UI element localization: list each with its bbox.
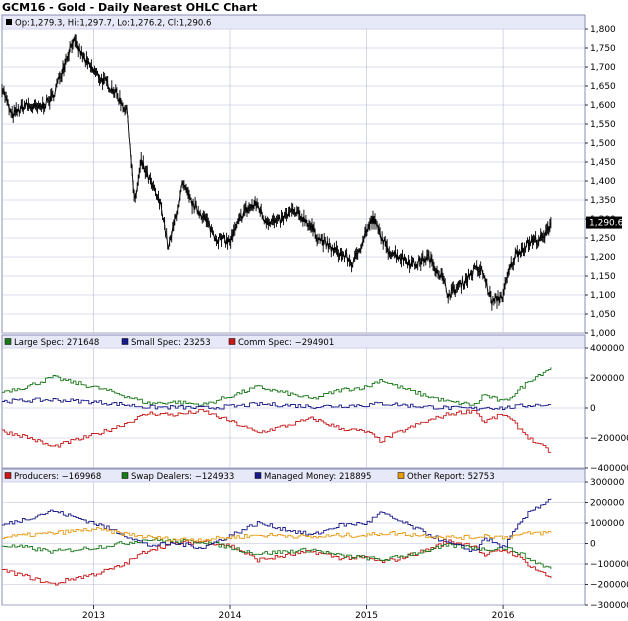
y-tick-label: 1,150: [590, 272, 616, 282]
legend-label: Swap Dealers: −124933: [131, 472, 234, 482]
x-axis: 2013 2014 2015 2016: [82, 605, 515, 621]
y-tick-label: 1,550: [590, 120, 616, 130]
legend-swatch: [397, 472, 405, 479]
y-tick-label: −400000: [590, 464, 628, 474]
y-tick-label: 1,350: [590, 196, 616, 206]
price-panel: 1,0001,0501,1001,1501,2001,2501,3001,350…: [1, 14, 624, 339]
legend-label: Small Spec: 23253: [131, 338, 211, 348]
y-tick-label: 1,000: [590, 329, 616, 339]
legend-label-price: Op:1,279.3, Hi:1,297.7, Lo:1,276.2, Cl:1…: [15, 19, 211, 29]
legend-label: Other Report: 52753: [407, 472, 495, 482]
legend-label: Large Spec: 271648: [14, 338, 99, 348]
y-tick-label: 1,200: [590, 253, 616, 263]
cot-series-line: [2, 498, 552, 553]
y-tick-label: 0: [590, 540, 596, 550]
cot-series-line: [2, 409, 552, 453]
cot-series-line: [2, 367, 552, 408]
last-price-tag: [586, 216, 622, 229]
legend-swatch: [228, 338, 236, 345]
legend-swatch: [121, 472, 129, 479]
y-tick-label: 1,650: [590, 82, 616, 92]
x-tick-label: 2013: [82, 611, 105, 621]
y-tick-label: −300000: [590, 601, 628, 611]
x-tick-label: 2015: [355, 611, 378, 621]
y-tick-label: −200000: [590, 581, 628, 591]
legend-band: [2, 15, 585, 30]
y-tick-label: 1,100: [590, 291, 616, 301]
y-tick-label: 1,600: [590, 101, 616, 111]
y-tick-label: 1,250: [590, 234, 616, 244]
legend-swatch: [4, 338, 12, 345]
chart-title: GCM16 - Gold - Daily Nearest OHLC Chart: [2, 1, 257, 14]
legend-label: Producers: −169968: [14, 472, 101, 482]
legend-swatch: [254, 472, 262, 479]
y-tick-label: 1,050: [590, 310, 616, 320]
panel-frame: [1, 468, 586, 606]
legend-label: Managed Money: 218895: [264, 472, 371, 482]
cot-disaggregated-panel: 300000 200000 100000 0 −100000 −200000 −300000…: [1, 468, 628, 611]
y-tick-label: 200000: [590, 499, 625, 509]
legend-swatch: [4, 472, 12, 479]
cot-series-line: [2, 539, 552, 586]
y-tick-label: 1,750: [590, 44, 616, 54]
y-tick-label: 300000: [590, 478, 625, 488]
cot-series-line: [2, 527, 552, 542]
y-tick-label: −200000: [590, 434, 628, 444]
y-tick-label: −100000: [590, 560, 628, 570]
x-tick-label: 2016: [492, 611, 515, 621]
y-tick-label: 1,450: [590, 158, 616, 168]
last-price-label: 1,290.6: [589, 219, 624, 229]
panel-frame: [1, 14, 586, 334]
price-series-line: [1, 34, 552, 311]
legend-label: Comm Spec: −294901: [238, 338, 334, 348]
y-tick-label: 100000: [590, 519, 625, 529]
y-tick-label: 1,800: [590, 25, 616, 35]
y-tick-label: 1,400: [590, 177, 616, 187]
legend-swatch: [121, 338, 129, 345]
x-tick-label: 2014: [219, 611, 242, 621]
legend-band: [2, 469, 585, 483]
y-tick-label: 200000: [590, 374, 625, 384]
legend-band: [2, 335, 585, 349]
cot-series-line: [2, 397, 552, 411]
legend-swatch-price: [6, 19, 12, 25]
y-tick-label: 1,500: [590, 139, 616, 149]
y-tick-label: 1,700: [590, 63, 616, 73]
cot-spec-panel: 400000 200000 0 −200000 −400000 Large Spec: 2…: [1, 334, 628, 474]
y-tick-label: 400000: [590, 344, 625, 354]
y-tick-label: 0: [590, 404, 596, 414]
